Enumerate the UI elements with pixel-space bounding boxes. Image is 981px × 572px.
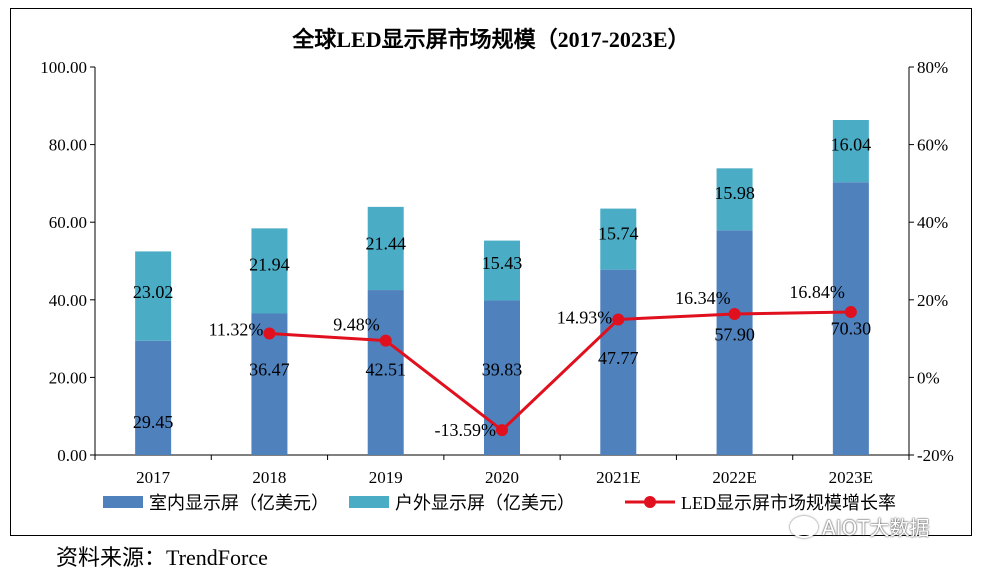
legend-label-outdoor: 户外显示屏（亿美元）: [395, 493, 575, 513]
growth-label: 16.34%: [675, 288, 731, 308]
x-tick-label: 2021E: [596, 468, 640, 487]
chart-title: 全球LED显示屏市场规模（2017-2023E）: [291, 27, 689, 52]
left-tick-label: 0.00: [57, 446, 87, 465]
bar-indoor-label: 36.47: [249, 359, 290, 379]
bar-outdoor-label: 21.94: [249, 255, 290, 275]
left-tick-label: 80.00: [49, 136, 87, 155]
bar-indoor-label: 57.90: [714, 325, 755, 345]
legend-label-growth: LED显示屏市场规模增长率: [681, 493, 896, 513]
x-tick-label: 2017: [136, 468, 171, 487]
x-tick-label: 2023E: [829, 468, 873, 487]
growth-point: [728, 308, 741, 321]
growth-point: [496, 424, 508, 437]
growth-label: 11.32%: [209, 319, 264, 339]
legend-swatch-outdoor: [349, 496, 389, 508]
left-tick-label: 40.00: [49, 291, 87, 310]
right-tick-label: 80%: [917, 58, 948, 77]
growth-point: [612, 313, 625, 326]
legend-swatch-indoor: [103, 496, 143, 508]
growth-label: -13.59%: [435, 420, 497, 440]
bar-outdoor-label: 15.74: [598, 224, 639, 244]
bar-indoor: [832, 182, 869, 455]
x-tick-label: 2019: [369, 468, 403, 487]
right-tick-label: 40%: [917, 213, 948, 232]
bar-outdoor-label: 21.44: [365, 233, 406, 253]
bar-outdoor-label: 15.98: [714, 183, 755, 203]
bar-outdoor: [484, 240, 520, 301]
bar-indoor: [367, 290, 404, 455]
watermark-text: AIOT大数据: [822, 516, 930, 540]
source-note: 资料来源：TrendForce: [56, 545, 268, 570]
growth-label: 14.93%: [557, 307, 613, 327]
x-tick-label: 2022E: [712, 468, 756, 487]
bar-indoor-label: 70.30: [831, 319, 872, 339]
right-tick-label: 20%: [917, 291, 948, 310]
bar-outdoor: [367, 206, 404, 291]
bar-outdoor-label: 23.02: [133, 282, 174, 302]
chart: 全球LED显示屏市场规模（2017-2023E） 0.00 20.00 40.00 6…: [40, 27, 954, 513]
left-tick-label: 20.00: [49, 368, 87, 387]
bar-outdoor: [135, 251, 172, 341]
growth-point: [379, 334, 392, 347]
chart-frame: 全球LED显示屏市场规模（2017-2023E） 0.00 20.00 40.00 6…: [10, 8, 972, 536]
growth-label: 9.48%: [333, 315, 380, 335]
left-tick-label: 60.00: [49, 213, 87, 232]
bar-outdoor: [600, 208, 637, 270]
bar-indoor-label: 39.83: [482, 359, 523, 379]
watermark: AIOT大数据: [790, 512, 930, 541]
bar-indoor-label: 47.77: [598, 348, 639, 368]
right-tick-label: -20%: [917, 446, 954, 465]
x-tick-label: 2020: [485, 468, 519, 487]
bar-indoor: [135, 340, 172, 455]
bar-indoor-label: 29.45: [133, 412, 174, 432]
right-tick-label: 0%: [917, 368, 940, 387]
wechat-icon: [790, 516, 818, 538]
growth-point: [844, 306, 857, 319]
bar-outdoor-label: 15.43: [482, 253, 523, 273]
growth-line: [269, 310, 851, 433]
right-tick-label: 60%: [917, 136, 948, 155]
bar-indoor: [716, 230, 753, 455]
x-tick-label: 2018: [252, 468, 286, 487]
bar-outdoor: [716, 168, 753, 231]
growth-point: [263, 327, 276, 340]
legend-label-indoor: 室内显示屏（亿美元）: [149, 493, 329, 513]
bar-outdoor: [251, 228, 288, 314]
left-tick-label: 100.00: [40, 58, 87, 77]
bar-indoor-label: 42.51: [365, 359, 406, 379]
legend-swatch-growth-marker: [644, 496, 656, 508]
bar-indoor: [600, 269, 637, 455]
bar-outdoor: [832, 120, 869, 183]
bar-outdoor-label: 16.04: [831, 134, 872, 154]
growth-label: 16.84%: [789, 282, 845, 302]
